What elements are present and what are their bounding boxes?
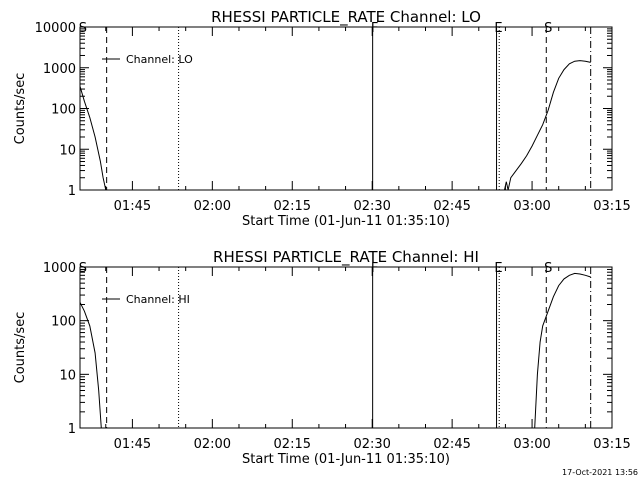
panel-1-y-tick-label: 100 [51,103,76,118]
panel-2-title: RHESSI PARTICLE_RATE Channel: HI [213,248,479,267]
panel-1-x-tick-label: 02:45 [433,199,470,214]
panel-1-series-line [79,86,107,191]
panel-1-x-tick-label: 02:15 [274,199,311,214]
panel-1-y-axis-label: Counts/sec [13,73,28,145]
panel-2-event-marker-label: S [79,261,87,276]
panel-2-x-tick-label: 03:15 [593,437,630,452]
panel-1-y-tick-label: 1 [68,184,76,199]
footer-timestamp: 17-Oct-2021 13:56 [562,468,638,477]
panel-2-x-axis-label: Start Time (01-Jun-11 01:35:10) [242,452,450,467]
panel-2-x-tick-label: 02:30 [353,437,390,452]
panel-2-event-marker-label: F [371,261,378,276]
panel-1-plot-frame [79,26,613,191]
panel-1-y-tick-label: 10000 [35,21,76,36]
panel-1-event-marker-label: E [494,21,502,36]
panel-1-x-tick-label: 03:15 [593,199,630,214]
panel-2-x-tick-label: 02:00 [194,437,231,452]
panel-2-y-tick-label: 10 [59,368,76,383]
panel-1-legend-label: Channel: LO [126,53,193,66]
panel-2-x-tick-label: 03:00 [513,437,550,452]
panel-1-event-marker-label: F [371,21,378,36]
panel-2-y-axis-label: Counts/sec [13,312,28,384]
panel-2-event-marker-label: E [494,261,502,276]
panel-2-y-tick-label: 1000 [43,261,76,276]
panel-1-x-tick-label: 01:45 [114,199,151,214]
panel-1-x-tick-label: 02:30 [353,199,390,214]
panel-1-x-tick-label: 03:00 [513,199,550,214]
panel-1-series-line [504,181,509,191]
panel-1-y-tick-label: 1000 [43,62,76,77]
panel-1-event-marker-label: S [79,21,87,36]
panel-2-plot-frame [79,266,613,429]
panel-2-legend-label: Channel: HI [126,293,190,306]
panel-1-event-marker-label: S [544,21,552,36]
panel-2-y-tick-label: 100 [51,315,76,330]
panel-2-y-tick-label: 1 [68,422,76,437]
panel-2-x-tick-label: 01:45 [114,437,151,452]
panel-1-x-axis-label: Start Time (01-Jun-11 01:35:10) [242,214,450,229]
panel-1-y-tick-label: 10 [59,143,76,158]
panel-2-event-marker-label: S [544,261,552,276]
panel-2-x-tick-label: 02:15 [274,437,311,452]
panel-1-x-tick-label: 02:00 [194,199,231,214]
panel-2-x-tick-label: 02:45 [433,437,470,452]
panel-2-series-line [79,302,102,429]
panel-2-series-line [534,272,591,429]
panel-1-series-line [507,60,591,191]
panel-1-title: RHESSI PARTICLE_RATE Channel: LO [211,8,481,27]
